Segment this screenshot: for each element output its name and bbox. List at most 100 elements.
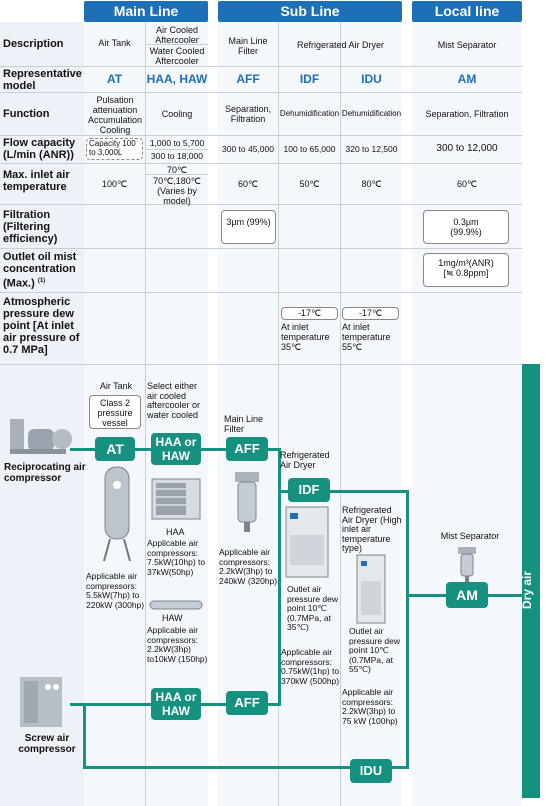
haw-applicable: Applicable air compressors: 2.2kW(3hp) t… <box>147 625 208 664</box>
badge-haa-top: HAA or HAW <box>151 433 201 465</box>
flow-idf: 100 to 65,000 <box>283 144 336 154</box>
flow-line-idf <box>278 490 408 493</box>
idu-outlet: Outlet air pressure dew point 10℃ (0.7MP… <box>349 626 401 674</box>
filtration-aff: 3µm (99%) <box>221 210 276 244</box>
flow-line-screw-up <box>278 490 281 706</box>
function-haa: Cooling <box>161 109 193 119</box>
label-description: Description <box>3 38 64 50</box>
haw-label: HAW <box>162 613 183 623</box>
cell-divider <box>146 149 208 150</box>
row-divider <box>0 135 522 136</box>
flow-line-drop <box>278 448 281 492</box>
temp-idf: 50℃ <box>299 179 320 189</box>
temp-at: 100℃ <box>101 179 128 189</box>
dewpoint-idu-value: -17℃ <box>342 307 399 320</box>
function-idf: Dehumidification <box>279 109 340 118</box>
reciprocating-compressor-icon <box>10 419 72 454</box>
cell-divider <box>146 44 208 45</box>
main-line-filter-icon <box>235 472 259 532</box>
cell-divider <box>146 174 208 175</box>
badge-idu: IDU <box>350 759 392 783</box>
flow-line-screw-down <box>83 703 86 769</box>
col-divider <box>340 22 341 806</box>
model-aff: AFF <box>236 72 260 86</box>
idf-dryer-icon <box>285 506 329 578</box>
flow-haa-1: 1,000 to 5,700 <box>149 138 205 148</box>
flow-am: 300 to 12,000 <box>436 143 498 154</box>
at-applicable: Applicable air compressors: 5.5kW(7hp) t… <box>86 571 145 610</box>
dry-air-label: Dry air <box>520 570 534 610</box>
col-divider <box>145 22 146 806</box>
badge-haa-bottom: HAA or HAW <box>151 688 201 720</box>
badge-at: AT <box>95 437 135 461</box>
at-box: Class 2 pressure vessel <box>89 395 141 429</box>
badge-am: AM <box>446 582 488 608</box>
flow-line-right-vertical <box>406 490 409 766</box>
model-am: AM <box>457 72 477 86</box>
model-at: AT <box>106 72 123 86</box>
main-line-header: Main Line <box>84 1 208 22</box>
desc-refrigerated-dryer: Refrigerated Air Dryer <box>296 40 385 50</box>
screw-label: Screw air compressor <box>18 733 76 755</box>
row-divider <box>0 364 522 365</box>
row-divider <box>0 204 522 205</box>
desc-mist-separator: Mist Separator <box>437 40 497 50</box>
dewpoint-idf-note: At inlet temperature 35℃ <box>281 322 330 352</box>
flow-line-bottom <box>83 766 409 769</box>
label-column <box>0 22 84 806</box>
temp-aff: 60℃ <box>237 179 259 189</box>
desc-air-cooled: Air Cooled Aftercooler <box>155 25 199 45</box>
flow-idu: 320 to 12,500 <box>345 144 398 154</box>
row-divider <box>0 248 522 249</box>
local-line-header: Local line <box>412 1 522 22</box>
function-aff: Separation, Filtration <box>224 104 272 124</box>
mist-separator-icon <box>458 547 476 582</box>
row-divider <box>0 66 522 67</box>
temp-haa-2: 70℃,180℃ (Varies by model) <box>153 176 201 206</box>
label-dewpoint: Atmospheric pressure dew point [At inlet… <box>3 296 80 356</box>
am-title: Mist Separator <box>440 531 500 541</box>
function-am: Separation, Filtration <box>425 109 509 119</box>
model-idf: IDF <box>299 72 320 86</box>
badge-aff-top: AFF <box>226 437 268 461</box>
badge-aff-bottom: AFF <box>226 691 268 715</box>
reciprocating-label: Reciprocating air compressor <box>4 462 86 484</box>
aff-title: Main Line Filter <box>224 414 264 434</box>
desc-main-line-filter: Main Line Filter <box>228 36 268 56</box>
dry-air-bar <box>522 364 540 798</box>
aftercooler-icon <box>151 478 201 520</box>
desc-water-cooled: Water Cooled Aftercooler <box>149 46 205 66</box>
row-divider <box>0 292 522 293</box>
idu-applicable: Applicable air compressors: 2.2kW(3hp) t… <box>342 687 398 726</box>
local-line-column <box>412 22 522 806</box>
haa-label: HAA <box>166 527 185 537</box>
idf-outlet: Outlet air pressure dew point 10℃ (0.7MP… <box>287 584 339 632</box>
oilmist-am: 1mg/m³(ANR) [≒ 0.8ppm] <box>423 253 509 287</box>
dewpoint-idu-note: At inlet temperature 55℃ <box>342 322 391 352</box>
air-tank-icon <box>103 466 131 562</box>
temp-idu: 80℃ <box>361 179 382 189</box>
row-divider <box>0 92 522 93</box>
col-divider <box>278 22 279 806</box>
flow-aff: 300 to 45,000 <box>222 144 274 154</box>
haa-note: Select either air cooled aftercooler or … <box>147 381 201 420</box>
idf-applicable: Applicable air compressors: 0.75kW(1hp) … <box>281 647 340 686</box>
at-title: Air Tank <box>99 381 133 391</box>
row-divider <box>0 163 522 164</box>
haa-applicable: Applicable air compressors: 7.5kW(10hp) … <box>147 538 206 577</box>
desc-air-tank: Air Tank <box>98 38 131 48</box>
temp-am: 60℃ <box>456 179 478 189</box>
filtration-am: 0.3µm (99.9%) <box>423 210 509 244</box>
idu-title: Refrigerated Air Dryer (High inlet air t… <box>342 505 402 553</box>
aff-applicable: Applicable air compressors: 2.2kW(3hp) t… <box>219 547 278 586</box>
water-cooler-icon <box>149 600 203 610</box>
idf-title: Refrigerated Air Dryer <box>280 450 330 470</box>
sub-line-header: Sub Line <box>218 1 402 22</box>
flow-haa-2: 300 to 18,000 <box>151 151 203 161</box>
badge-idf: IDF <box>288 478 330 502</box>
function-idu: Dehumidification <box>341 109 402 118</box>
label-temp: Max. inlet air temperature <box>3 169 70 193</box>
function-at: Pulsation attenuation Accumulation Cooli… <box>87 95 143 135</box>
dewpoint-idf-value: -17℃ <box>281 307 338 320</box>
label-model: Representative model <box>3 68 82 92</box>
